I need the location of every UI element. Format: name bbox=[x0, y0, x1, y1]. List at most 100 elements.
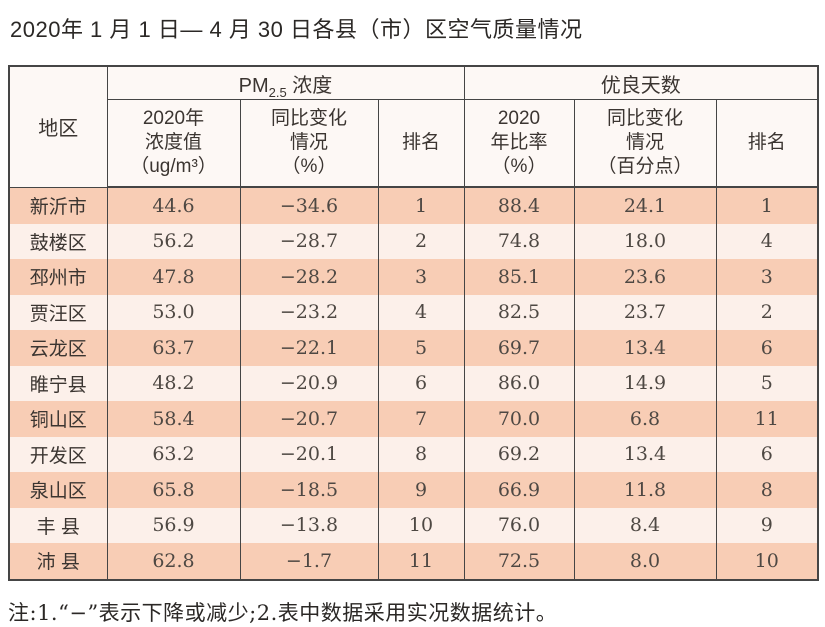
value-cell: 1 bbox=[715, 187, 819, 224]
value-cell: −28.2 bbox=[239, 259, 379, 295]
value-cell: 9 bbox=[715, 507, 819, 543]
col-header-line: （百分点） bbox=[597, 156, 693, 178]
region-cell: 邳州市 bbox=[8, 259, 108, 295]
value-cell: 3 bbox=[377, 259, 465, 295]
value-cell: 11 bbox=[377, 543, 465, 580]
value-cell: −34.6 bbox=[239, 187, 379, 224]
value-cell: 4 bbox=[715, 223, 819, 259]
value-cell: 14.9 bbox=[573, 365, 717, 401]
col-header-good-yoy: 同比变化 情况 （百分点） bbox=[573, 99, 717, 188]
col-header-line: 情况 bbox=[289, 131, 328, 153]
col-header-line: 浓度值 bbox=[144, 131, 202, 153]
value-cell: 5 bbox=[715, 365, 819, 401]
region-cell: 贾汪区 bbox=[8, 294, 108, 330]
pm25-label-base: PM bbox=[238, 74, 269, 97]
value-cell: 6 bbox=[377, 365, 465, 401]
value-cell: 70.0 bbox=[463, 401, 575, 437]
value-cell: 53.0 bbox=[106, 294, 241, 330]
table-row: 铜山区 58.4 −20.7 7 70.0 6.8 11 bbox=[8, 401, 819, 437]
value-cell: −23.2 bbox=[239, 294, 379, 330]
value-cell: −18.5 bbox=[239, 472, 379, 508]
col-header-line: 情况 bbox=[625, 131, 664, 153]
table-row: 沛 县 62.8 −1.7 11 72.5 8.0 10 bbox=[8, 543, 819, 580]
col-header-line: 同比变化 bbox=[606, 107, 683, 129]
region-cell: 泉山区 bbox=[8, 472, 108, 508]
value-cell: 65.8 bbox=[106, 472, 241, 508]
table-row: 邳州市 47.8 −28.2 3 85.1 23.6 3 bbox=[8, 259, 819, 295]
col-header-pm25-rank: 排名 bbox=[377, 99, 465, 188]
table-row: 新沂市 44.6 −34.6 1 88.4 24.1 1 bbox=[8, 187, 819, 224]
col-header-line: （%） bbox=[491, 156, 547, 178]
value-cell: 2 bbox=[377, 223, 465, 259]
value-cell: 4 bbox=[377, 294, 465, 330]
value-cell: 11.8 bbox=[573, 472, 717, 508]
group-header-good-days: 优良天数 bbox=[463, 66, 819, 100]
value-cell: 18.0 bbox=[573, 223, 717, 259]
region-cell: 睢宁县 bbox=[8, 365, 108, 401]
region-cell: 开发区 bbox=[8, 436, 108, 472]
pm25-label-sub: 2.5 bbox=[268, 84, 287, 100]
value-cell: 8.4 bbox=[573, 507, 717, 543]
value-cell: 10 bbox=[377, 507, 465, 543]
col-header-line: 同比变化 bbox=[270, 107, 347, 129]
value-cell: 44.6 bbox=[106, 187, 241, 224]
value-cell: 13.4 bbox=[573, 436, 717, 472]
value-cell: 72.5 bbox=[463, 543, 575, 580]
value-cell: 69.7 bbox=[463, 330, 575, 366]
footnote: 注:1.“−”表示下降或减少;2.表中数据采用实况数据统计。 bbox=[8, 600, 558, 625]
value-cell: 74.8 bbox=[463, 223, 575, 259]
col-header-line: （%） bbox=[281, 156, 337, 178]
value-cell: 8 bbox=[715, 472, 819, 508]
region-cell: 沛 县 bbox=[8, 543, 108, 580]
table-row: 开发区 63.2 −20.1 8 69.2 13.4 6 bbox=[8, 436, 819, 472]
table-row: 云龙区 63.7 −22.1 5 69.7 13.4 6 bbox=[8, 330, 819, 366]
value-cell: −20.1 bbox=[239, 436, 379, 472]
col-header-line: 2020 bbox=[497, 107, 541, 129]
air-quality-table: 地区 PM2.5 浓度 优良天数 2020年 浓度值 （ug/m³） 同比变化 情况 （%… bbox=[8, 65, 820, 581]
value-cell: 63.7 bbox=[106, 330, 241, 366]
value-cell: 58.4 bbox=[106, 401, 241, 437]
sub-header-row: 2020年 浓度值 （ug/m³） 同比变化 情况 （%） 排名 2020 年比率 （%） 同比变化… bbox=[9, 99, 819, 188]
value-cell: 7 bbox=[377, 401, 465, 437]
value-cell: 3 bbox=[715, 259, 819, 295]
col-header-region: 地区 bbox=[8, 66, 108, 188]
col-header-pm25-value: 2020年 浓度值 （ug/m³） bbox=[106, 99, 241, 188]
table-header: 地区 PM2.5 浓度 优良天数 2020年 浓度值 （ug/m³） 同比变化 情况 （%… bbox=[8, 66, 819, 188]
value-cell: 5 bbox=[377, 330, 465, 366]
value-cell: 23.7 bbox=[573, 294, 717, 330]
value-cell: 69.2 bbox=[463, 436, 575, 472]
value-cell: 48.2 bbox=[106, 365, 241, 401]
value-cell: 8.0 bbox=[573, 543, 717, 580]
group-header-row: 地区 PM2.5 浓度 优良天数 bbox=[8, 66, 819, 188]
table-row: 鼓楼区 56.2 −28.7 2 74.8 18.0 4 bbox=[8, 223, 819, 259]
value-cell: 76.0 bbox=[463, 507, 575, 543]
value-cell: 1 bbox=[377, 187, 465, 224]
region-cell: 铜山区 bbox=[8, 401, 108, 437]
value-cell: −20.9 bbox=[239, 365, 379, 401]
value-cell: 6.8 bbox=[573, 401, 717, 437]
value-cell: 85.1 bbox=[463, 259, 575, 295]
value-cell: 8 bbox=[377, 436, 465, 472]
value-cell: 6 bbox=[715, 436, 819, 472]
value-cell: 66.9 bbox=[463, 472, 575, 508]
col-header-line: 排名 bbox=[401, 131, 440, 153]
value-cell: 23.6 bbox=[573, 259, 717, 295]
value-cell: −13.8 bbox=[239, 507, 379, 543]
value-cell: 10 bbox=[715, 543, 819, 580]
col-header-pm25-yoy: 同比变化 情况 （%） bbox=[239, 99, 379, 188]
col-header-line: （ug/m³） bbox=[130, 156, 217, 178]
table-row: 睢宁县 48.2 −20.9 6 86.0 14.9 5 bbox=[8, 365, 819, 401]
col-header-line: 年比率 bbox=[490, 131, 548, 153]
value-cell: 82.5 bbox=[463, 294, 575, 330]
region-cell: 鼓楼区 bbox=[8, 223, 108, 259]
region-cell: 新沂市 bbox=[8, 187, 108, 224]
region-cell: 云龙区 bbox=[8, 330, 108, 366]
value-cell: 86.0 bbox=[463, 365, 575, 401]
value-cell: 47.8 bbox=[106, 259, 241, 295]
table-row: 丰 县 56.9 −13.8 10 76.0 8.4 9 bbox=[8, 507, 819, 543]
value-cell: 13.4 bbox=[573, 330, 717, 366]
value-cell: 2 bbox=[715, 294, 819, 330]
pm25-label-rest: 浓度 bbox=[286, 74, 333, 97]
table-row: 泉山区 65.8 −18.5 9 66.9 11.8 8 bbox=[8, 472, 819, 508]
